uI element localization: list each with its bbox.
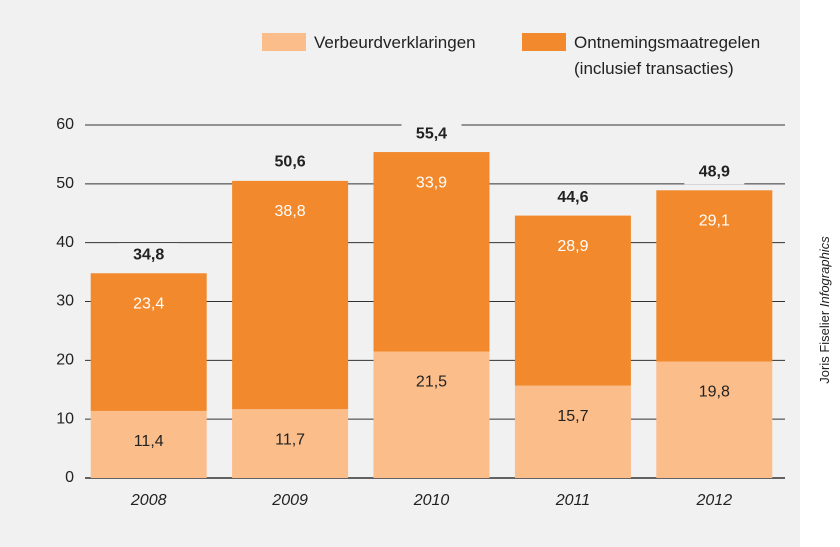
credit-name: Joris Fiselier (817, 310, 832, 384)
bar-segment (90, 410, 207, 478)
total-label: 50,6 (275, 154, 306, 171)
x-tick-label: 2012 (696, 492, 733, 509)
x-tick-label: 2008 (130, 492, 167, 509)
y-tick-label: 10 (56, 410, 74, 427)
bar-segment (232, 409, 349, 478)
value-label: 11,4 (134, 433, 164, 450)
legend-swatch (522, 33, 566, 51)
total-label: 48,9 (699, 164, 730, 181)
x-tick-label: 2011 (555, 492, 590, 509)
value-label: 28,9 (557, 238, 588, 255)
bar-segment (656, 361, 773, 478)
value-label: 23,4 (133, 295, 164, 312)
value-label: 33,9 (416, 174, 447, 191)
legend-label: Verbeurdverklaringen (314, 33, 476, 52)
value-label: 15,7 (557, 408, 588, 425)
bar-segment (373, 152, 490, 352)
x-tick-label: 2009 (271, 492, 308, 509)
total-label: 34,8 (133, 246, 164, 263)
total-label-bg (260, 150, 321, 175)
total-label-bg (684, 160, 745, 185)
value-label: 19,8 (699, 384, 730, 401)
credit: Joris Fiselier Infographics (817, 236, 832, 384)
legend-label: Ontnemingsmaatregelen (inclusief transac… (574, 33, 761, 78)
value-label: 29,1 (699, 213, 730, 230)
y-tick-label: 20 (56, 352, 74, 369)
bar-segment (373, 351, 490, 478)
x-tick-label: 2010 (413, 492, 450, 509)
total-label-bg (542, 185, 603, 210)
y-tick-label: 60 (56, 116, 74, 133)
credit-brand: Infographics (817, 236, 832, 307)
bar-segment (514, 215, 631, 386)
value-label: 21,5 (416, 374, 447, 391)
y-tick-label: 30 (56, 293, 74, 310)
y-tick-label: 50 (56, 175, 74, 192)
legend-swatch (262, 33, 306, 51)
value-label: 38,8 (275, 203, 306, 220)
y-tick-label: 40 (56, 234, 74, 251)
total-label: 44,6 (557, 189, 588, 206)
total-label: 55,4 (416, 125, 447, 142)
bar-segment (656, 190, 773, 362)
bar-segment (514, 385, 631, 478)
total-label-bg (401, 122, 462, 147)
legend-item: Ontnemingsmaatregelen (inclusief transac… (522, 30, 799, 82)
bar-segment (90, 273, 207, 411)
total-label-bg (118, 243, 179, 268)
legend-item: Verbeurdverklaringen (262, 30, 476, 56)
bar-segment (232, 180, 349, 410)
y-tick-label: 0 (65, 469, 74, 486)
value-label: 11,7 (275, 431, 305, 448)
